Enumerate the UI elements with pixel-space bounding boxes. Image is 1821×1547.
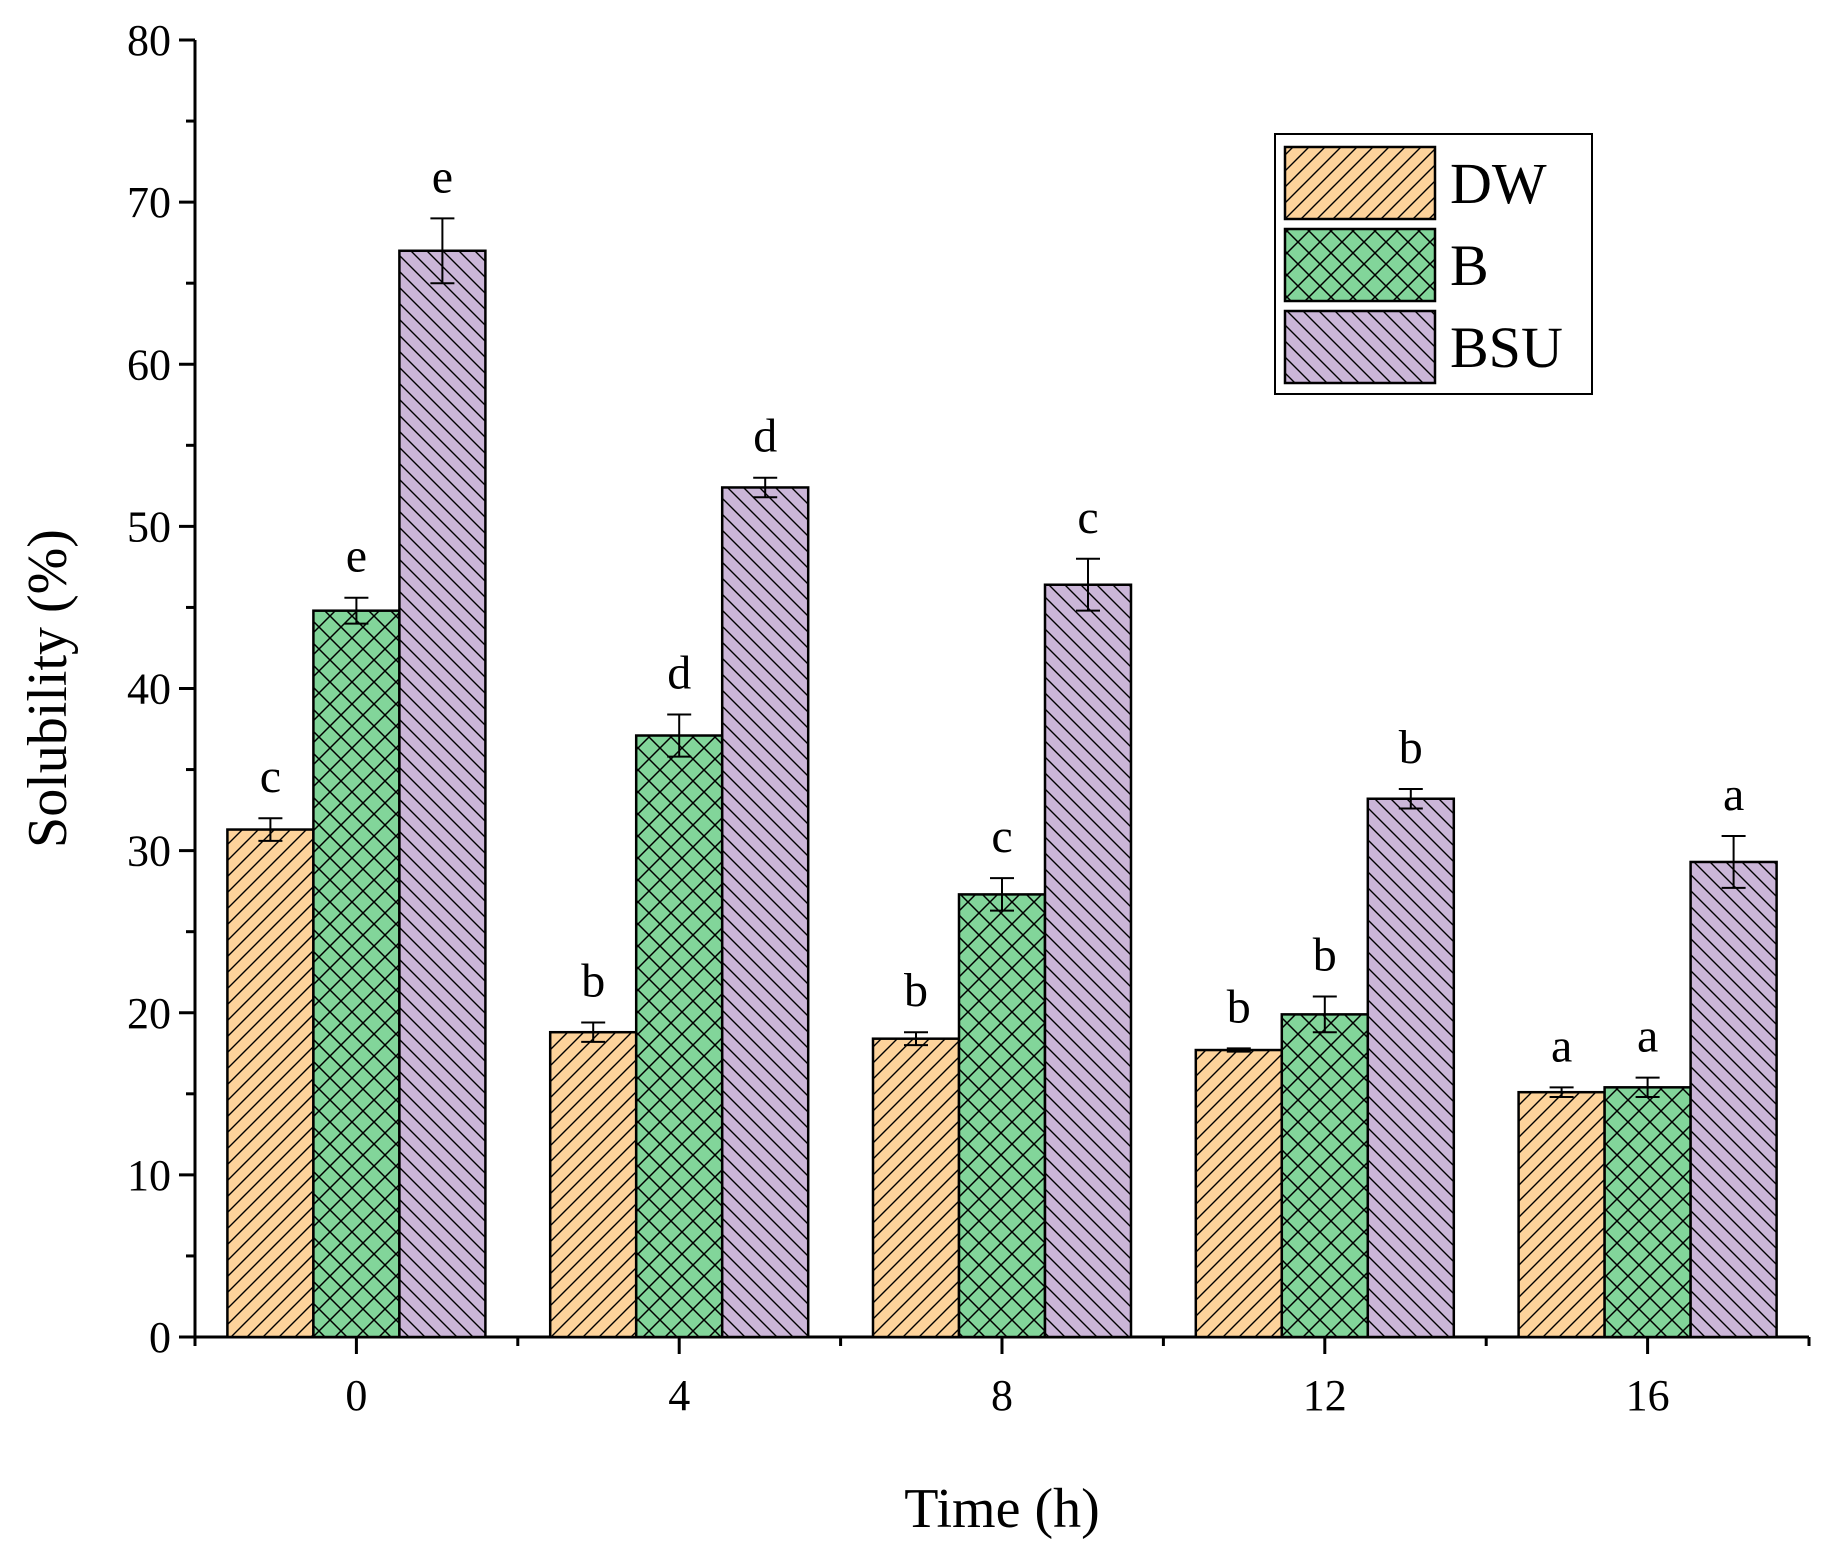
legend: DW B BSU xyxy=(1274,133,1593,395)
bar xyxy=(1043,583,1133,1339)
bar xyxy=(1689,860,1778,1339)
bar xyxy=(957,893,1047,1339)
bar xyxy=(634,734,724,1339)
significance-letter: a xyxy=(1551,1019,1572,1072)
significance-letter: e xyxy=(346,530,367,583)
bar xyxy=(226,828,315,1339)
bar xyxy=(871,1037,961,1339)
bar xyxy=(548,1030,638,1339)
x-tick-label: 12 xyxy=(1303,1371,1347,1420)
significance-letter: d xyxy=(667,646,691,699)
bar xyxy=(1517,1090,1606,1339)
legend-label: B xyxy=(1450,233,1489,298)
y-tick-label: 10 xyxy=(127,1151,171,1200)
significance-letter: d xyxy=(753,410,777,463)
x-tick-label: 0 xyxy=(345,1371,367,1420)
significance-letter: a xyxy=(1637,1010,1658,1063)
bar xyxy=(720,486,810,1339)
bar xyxy=(1603,1086,1692,1339)
significance-letter: b xyxy=(904,964,928,1017)
y-tick-label: 60 xyxy=(127,340,171,389)
x-tick-label: 4 xyxy=(668,1371,690,1420)
legend-swatch xyxy=(1283,309,1437,385)
y-tick-label: 20 xyxy=(127,989,171,1038)
x-axis-title: Time (h) xyxy=(904,1478,1100,1540)
y-tick-label: 40 xyxy=(127,665,171,714)
x-tick-label: 16 xyxy=(1626,1371,1670,1420)
significance-letter: c xyxy=(260,750,281,803)
significance-letter: c xyxy=(1077,491,1098,544)
legend-swatch xyxy=(1283,145,1437,221)
bar xyxy=(1194,1048,1284,1339)
significance-letter: b xyxy=(581,954,605,1007)
significance-letter: e xyxy=(432,150,453,203)
legend-label: BSU xyxy=(1450,315,1563,380)
y-tick-label: 30 xyxy=(127,827,171,876)
legend-swatch xyxy=(1283,227,1437,303)
y-tick-label: 70 xyxy=(127,178,171,227)
bar xyxy=(398,249,487,1339)
bars-group: c b b b a e d c b a e d c b a xyxy=(226,150,1778,1339)
bar xyxy=(312,609,401,1339)
axes: 0 10 20 30 40 50 60 70 80 0 4 8 12 16 Time (h) Solubili… xyxy=(17,16,1811,1540)
significance-letter: a xyxy=(1723,768,1744,821)
y-tick-label: 0 xyxy=(149,1313,171,1362)
bar xyxy=(1280,1013,1370,1339)
y-axis-title: Solubility (%) xyxy=(17,529,79,848)
x-tick-label: 8 xyxy=(991,1371,1013,1420)
bar xyxy=(1366,797,1456,1339)
significance-letter: b xyxy=(1227,980,1251,1033)
significance-letter: b xyxy=(1399,721,1423,774)
y-tick-label: 50 xyxy=(127,502,171,551)
significance-letter: c xyxy=(991,810,1012,863)
significance-letter: b xyxy=(1313,929,1337,982)
legend-label: DW xyxy=(1450,151,1547,216)
y-tick-label: 80 xyxy=(127,16,171,65)
